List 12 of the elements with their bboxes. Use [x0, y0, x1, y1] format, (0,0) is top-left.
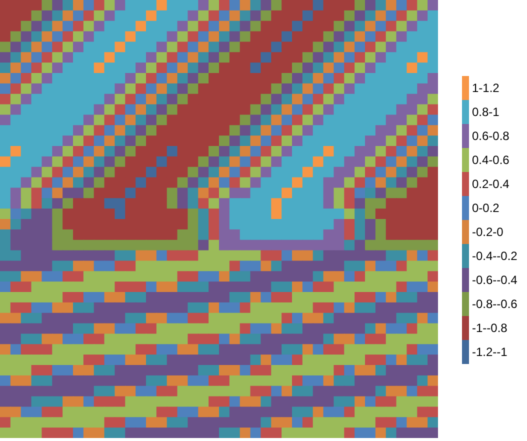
color-bar-label: -0.6--0.4 — [472, 273, 518, 287]
color-bar-label: 0.8-1 — [472, 105, 500, 119]
color-bar-label: -1--0.8 — [472, 321, 508, 335]
color-bar-label: -0.8--0.6 — [472, 297, 518, 311]
color-bar-label: 0.2-0.4 — [472, 177, 510, 191]
color-bar-label: 0.6-0.8 — [472, 129, 510, 143]
color-bar-label: 0-0.2 — [472, 201, 500, 215]
color-bar-label: 0.4-0.6 — [472, 153, 510, 167]
color-bar-label: -0.2-0 — [472, 225, 504, 239]
color-bar-label: -0.4--0.2 — [472, 249, 518, 263]
color-bar-label: -1.2--1 — [472, 345, 508, 359]
color-bar-label: 1-1.2 — [472, 81, 500, 95]
